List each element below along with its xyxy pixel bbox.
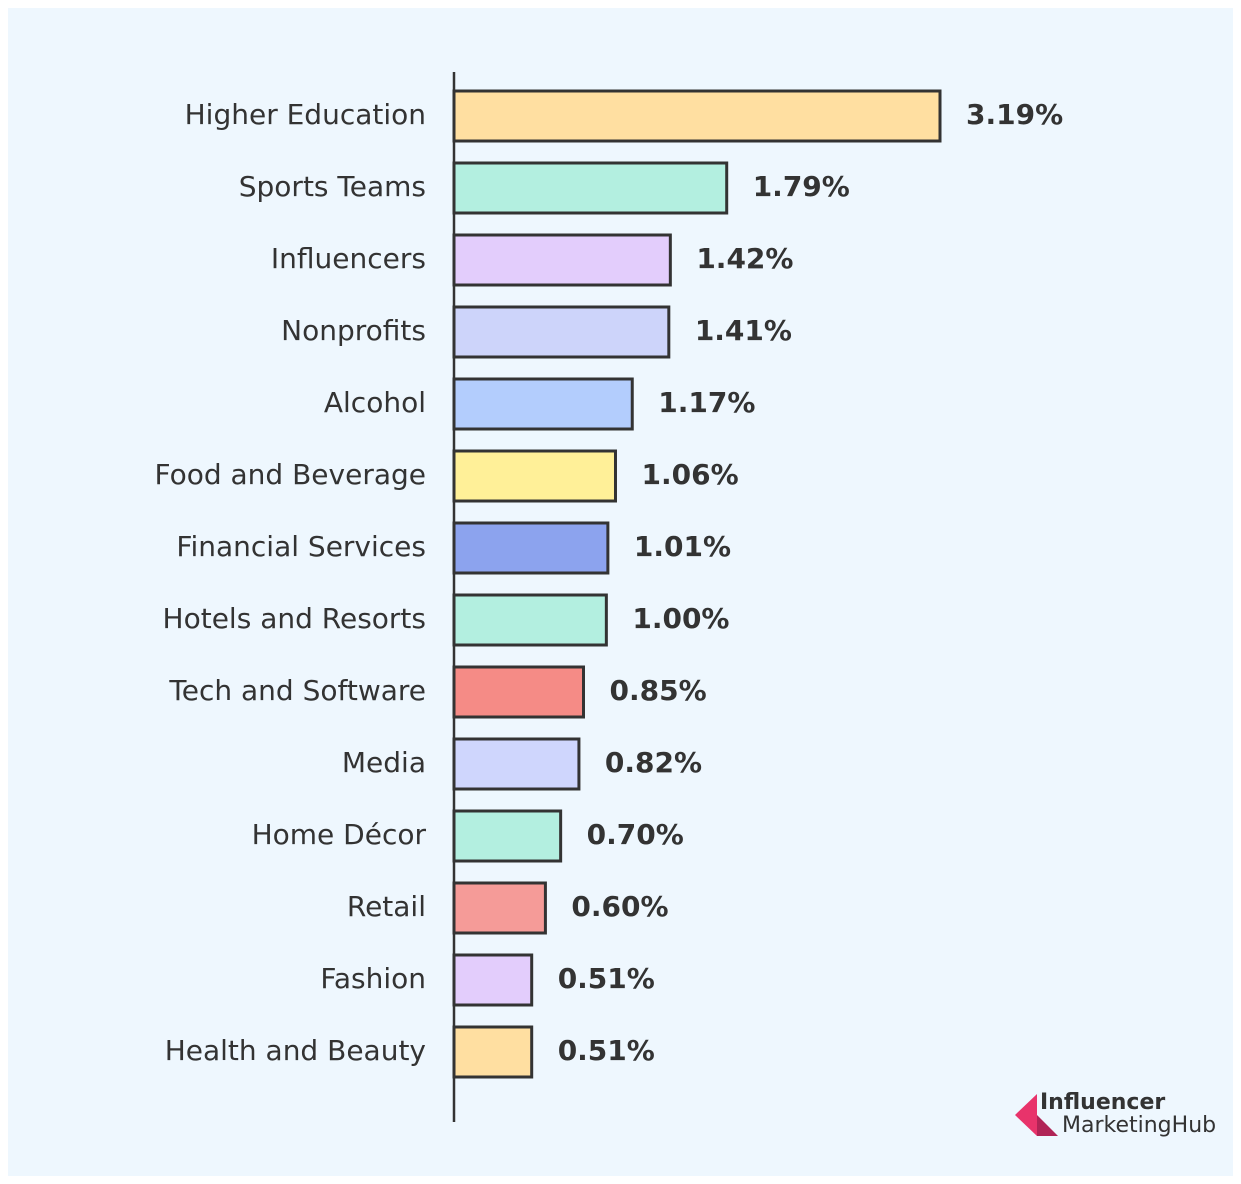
value-label: 0.85%: [609, 674, 706, 707]
category-label: Sports Teams: [239, 170, 426, 203]
value-label: 0.51%: [558, 962, 655, 995]
category-label: Health and Beauty: [165, 1034, 426, 1067]
bar: [452, 1025, 534, 1079]
category-label: Hotels and Resorts: [163, 602, 426, 635]
value-label: 1.79%: [753, 170, 850, 203]
value-label: 1.00%: [632, 602, 729, 635]
bar: [452, 881, 547, 935]
logo-mark: [1015, 1094, 1037, 1136]
bar: [452, 233, 672, 287]
bar: [452, 809, 563, 863]
bar: [452, 737, 581, 791]
value-label: 0.82%: [605, 746, 702, 779]
bar: [452, 665, 585, 719]
value-label: 1.01%: [634, 530, 731, 563]
brand-line2: MarketingHub: [1062, 1113, 1216, 1138]
category-label: Financial Services: [176, 530, 426, 563]
category-label: Media: [342, 746, 426, 779]
category-label: Influencers: [271, 242, 426, 275]
value-label: 1.06%: [641, 458, 738, 491]
category-label: Alcohol: [324, 386, 426, 419]
value-label: 0.60%: [571, 890, 668, 923]
brand-line1: Influencer: [1040, 1090, 1165, 1115]
category-label: Food and Beverage: [154, 458, 426, 491]
value-label: 1.17%: [658, 386, 755, 419]
value-label: 1.42%: [696, 242, 793, 275]
bar: [452, 89, 942, 143]
bar: [452, 521, 610, 575]
category-label: Home Décor: [252, 818, 427, 851]
category-label: Higher Education: [185, 98, 426, 131]
category-label: Tech and Software: [168, 674, 426, 707]
bar: [452, 305, 671, 359]
bar: [452, 449, 617, 503]
category-label: Retail: [347, 890, 426, 923]
bar: [452, 953, 534, 1007]
value-label: 0.70%: [587, 818, 684, 851]
category-label: Fashion: [320, 962, 426, 995]
category-label: Nonprofits: [281, 314, 426, 347]
bar: [452, 161, 729, 215]
bar: [452, 377, 634, 431]
logo-mark: [1037, 1115, 1058, 1136]
logo: Influencer MarketingHub: [1015, 1090, 1216, 1138]
value-label: 0.51%: [558, 1034, 655, 1067]
bar: [452, 593, 608, 647]
value-label: 1.41%: [695, 314, 792, 347]
value-label: 3.19%: [966, 98, 1063, 131]
